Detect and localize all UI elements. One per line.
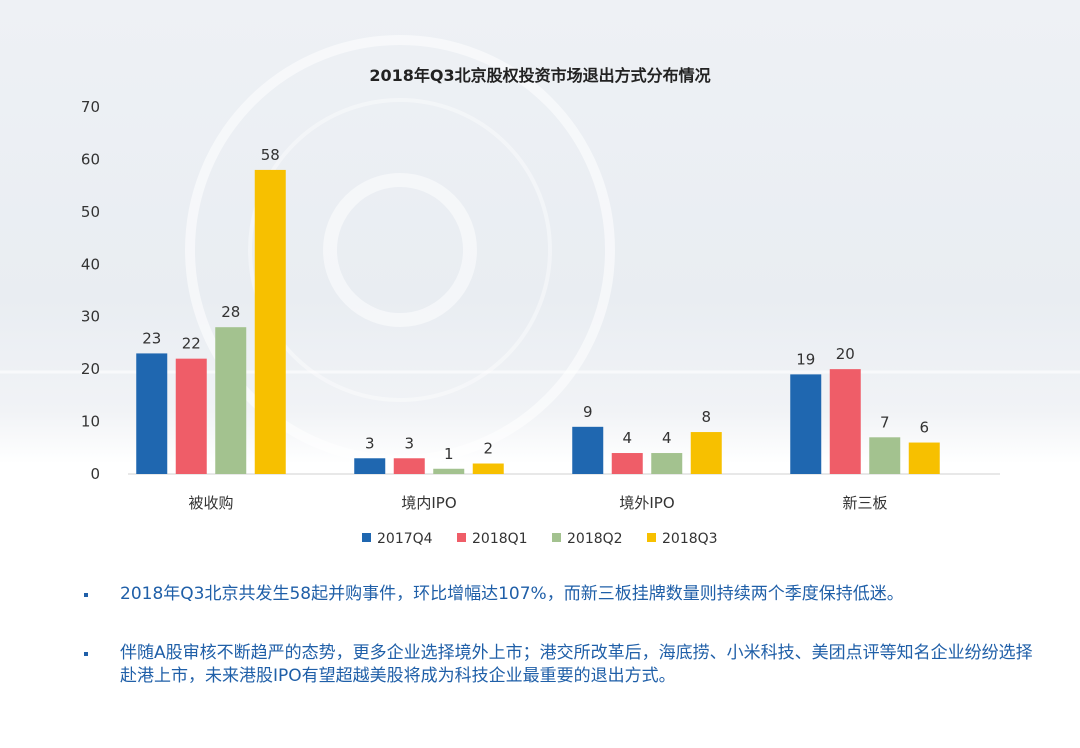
y-tick-label: 50	[81, 203, 100, 221]
data-label: 1	[444, 445, 454, 463]
legend-label: 2018Q2	[567, 531, 623, 547]
bar	[690, 432, 722, 474]
note-item: 伴随A股审核不断趋严的态势，更多企业选择境外上市；港交所改革后，海底捞、小米科技…	[84, 642, 1044, 688]
bar	[829, 369, 861, 474]
bar	[869, 437, 901, 474]
bar	[572, 426, 604, 474]
chart-title: 2018年Q3北京股权投资市场退出方式分布情况	[369, 66, 711, 85]
y-tick-label: 20	[81, 360, 100, 378]
data-label: 20	[836, 345, 855, 363]
data-label: 9	[583, 403, 593, 421]
legend-label: 2017Q4	[377, 531, 433, 547]
note-text: 伴随A股审核不断趋严的态势，更多企业选择境外上市；港交所改革后，海底捞、小米科技…	[120, 643, 1033, 686]
legend-label: 2018Q1	[472, 531, 528, 547]
bullet-icon	[84, 652, 88, 656]
legend-swatch	[647, 533, 656, 542]
data-label: 4	[662, 429, 672, 447]
bar	[611, 453, 643, 474]
data-label: 3	[404, 434, 414, 452]
bar	[354, 458, 386, 474]
data-label: 6	[919, 419, 929, 437]
y-tick-label: 30	[81, 308, 100, 326]
bar	[215, 327, 247, 474]
data-label: 2	[483, 440, 493, 458]
bar	[651, 453, 683, 474]
data-label: 58	[261, 146, 280, 164]
data-label: 22	[182, 335, 201, 353]
data-label: 23	[142, 329, 161, 347]
x-tick-label: 被收购	[188, 494, 233, 512]
legend-label: 2018Q3	[662, 531, 718, 547]
y-tick-label: 70	[81, 98, 100, 116]
note-text: 2018年Q3北京共发生58起并购事件，环比增幅达107%，而新三板挂牌数量则持…	[120, 584, 904, 604]
bar	[472, 463, 504, 474]
x-tick-label: 新三板	[842, 494, 887, 512]
legend-swatch	[552, 533, 561, 542]
bar	[393, 458, 425, 474]
bar	[433, 468, 465, 474]
legend-swatch	[362, 533, 371, 542]
bar	[136, 353, 168, 474]
legend-swatch	[457, 533, 466, 542]
x-tick-label: 境内IPO	[401, 494, 456, 512]
data-label: 3	[365, 434, 375, 452]
y-tick-label: 10	[81, 413, 100, 431]
bar	[254, 169, 286, 474]
bar	[908, 442, 940, 474]
data-label: 7	[880, 413, 890, 431]
y-tick-label: 0	[90, 465, 100, 483]
notes-list: 2018年Q3北京共发生58起并购事件，环比增幅达107%，而新三板挂牌数量则持…	[84, 583, 1044, 688]
data-label: 8	[701, 408, 711, 426]
bar	[175, 358, 207, 474]
y-tick-label: 40	[81, 255, 100, 273]
data-label: 28	[221, 303, 240, 321]
y-tick-label: 60	[81, 150, 100, 168]
data-label: 19	[796, 350, 815, 368]
data-label: 4	[622, 429, 632, 447]
bar	[790, 374, 822, 474]
x-tick-label: 境外IPO	[619, 494, 674, 512]
bar-chart: 0 10 20 30 40 50 60 70 23 22 28 58 被收购 3 3 1 2 境内IPO 9 4 4 8 境…	[81, 98, 1000, 547]
bullet-icon	[84, 593, 88, 597]
note-item: 2018年Q3北京共发生58起并购事件，环比增幅达107%，而新三板挂牌数量则持…	[84, 583, 1044, 606]
